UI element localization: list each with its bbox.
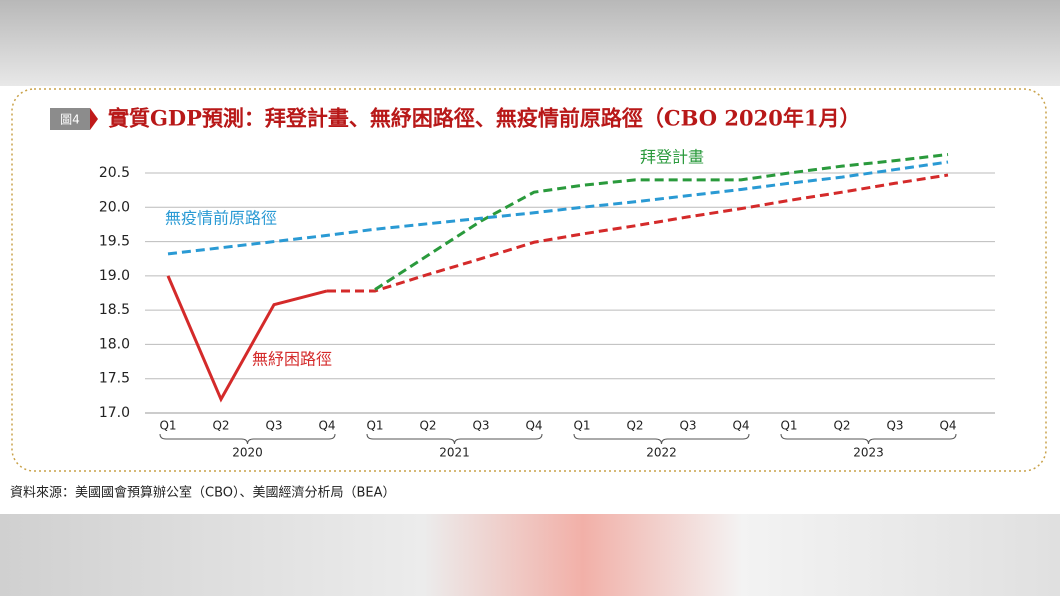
blurred-background <box>0 514 1060 596</box>
x-tick-label: Q2 <box>419 419 436 433</box>
y-tick-label: 19.0 <box>99 268 130 284</box>
data-line <box>374 152 949 291</box>
chart-title: 實質GDP預測：拜登計畫、無紓困路徑、無疫情前原路徑（CBO 2020年1月） <box>108 106 860 131</box>
card-border <box>11 88 1047 472</box>
year-bracket <box>780 433 957 445</box>
data-line <box>167 160 949 256</box>
blurred-background <box>0 0 1060 86</box>
source-note: 資料來源：美國國會預算辦公室（CBO）、美國經濟分析局（BEA） <box>10 485 396 501</box>
series-label: 無紓困路徑 <box>252 350 332 369</box>
x-tick-label: Q2 <box>626 419 643 433</box>
y-tick-label: 17.5 <box>99 371 130 387</box>
x-tick-label: Q4 <box>939 419 956 433</box>
y-tick-label: 17.0 <box>99 405 130 421</box>
plot: 17.0 17.5 18.0 18.5 19.0 19.5 20.0 20.5 Q1 Q2 Q3 Q4… <box>99 148 995 460</box>
year-label: 2021 <box>439 446 470 460</box>
y-tick-label: 18.0 <box>99 336 130 352</box>
x-tick-label: Q2 <box>212 419 229 433</box>
data-line <box>166 275 328 403</box>
x-tick-label: Q1 <box>780 419 797 433</box>
year-label: 2020 <box>232 446 263 460</box>
year-bracket <box>159 433 336 445</box>
figure-label: 圖4 <box>60 113 80 127</box>
year-bracket <box>366 433 543 445</box>
y-tick-label: 20.5 <box>99 165 130 181</box>
year-bracket <box>573 433 750 445</box>
y-tick-label: 19.5 <box>99 234 130 250</box>
x-tick-label: Q1 <box>159 419 176 433</box>
figure-label-box <box>50 108 90 130</box>
x-tick-label: Q1 <box>366 419 383 433</box>
x-tick-label: Q3 <box>265 419 282 433</box>
x-tick-label: Q3 <box>679 419 696 433</box>
series-label: 無疫情前原路徑 <box>165 209 277 228</box>
y-tick-label: 18.5 <box>99 302 130 318</box>
x-tick-label: Q3 <box>886 419 903 433</box>
x-tick-label: Q3 <box>472 419 489 433</box>
x-tick-label: Q4 <box>525 419 542 433</box>
x-tick-label: Q4 <box>318 419 335 433</box>
x-tick-label: Q2 <box>833 419 850 433</box>
data-line <box>327 173 949 293</box>
figure-label-arrow <box>90 108 98 130</box>
x-tick-label: Q1 <box>573 419 590 433</box>
year-label: 2022 <box>646 446 677 460</box>
y-tick-label: 20.0 <box>99 199 130 215</box>
x-tick-label: Q4 <box>732 419 749 433</box>
series-label: 拜登計畫 <box>640 148 704 167</box>
year-label: 2023 <box>853 446 884 460</box>
